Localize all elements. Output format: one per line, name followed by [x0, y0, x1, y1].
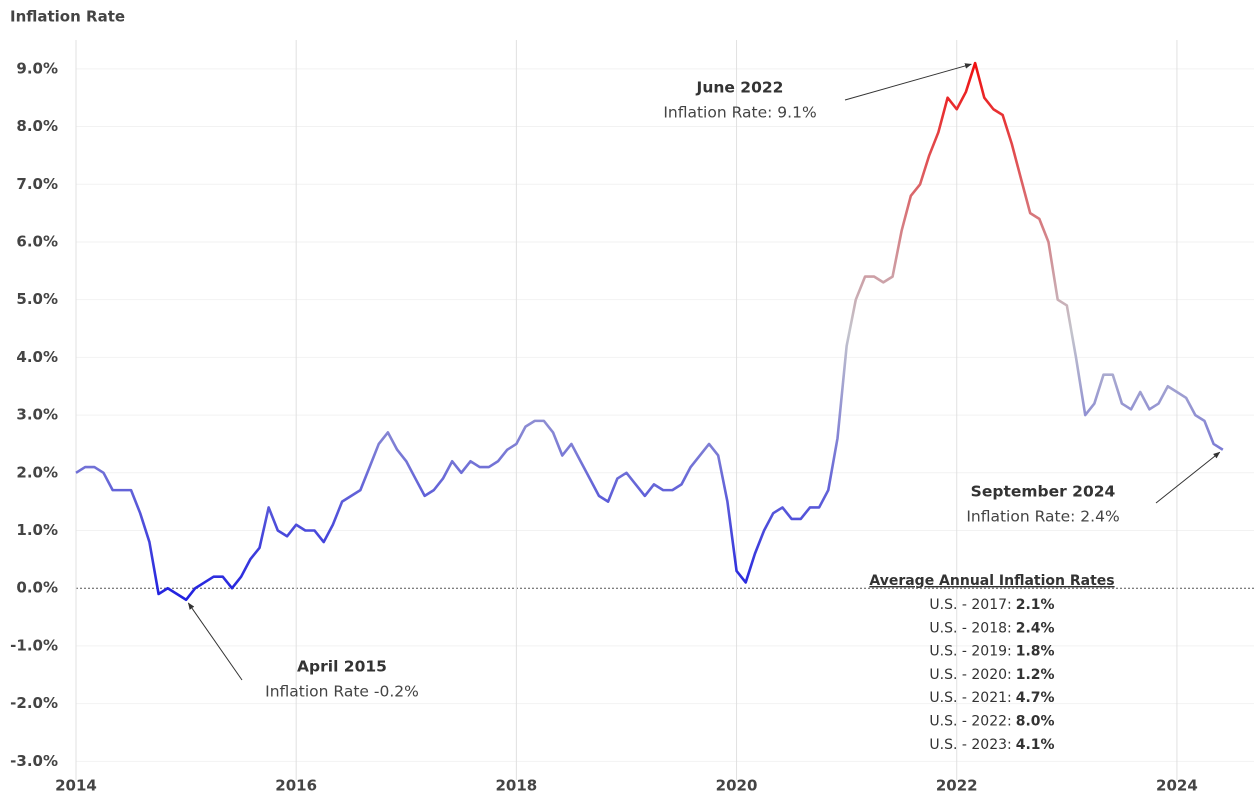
annotation-arrow [187, 602, 243, 681]
x-tick-label: 2014 [55, 777, 97, 795]
annotation-arrow [844, 63, 972, 101]
x-tick-label: 2016 [275, 777, 317, 795]
summary-row: U.S. - 2017: 2.1% [929, 597, 1054, 613]
y-tick-label: 5.0% [16, 290, 58, 308]
y-tick-label: 8.0% [16, 117, 58, 135]
summary-value: 2.1% [1016, 597, 1055, 613]
summary-row: U.S. - 2019: 1.8% [929, 644, 1054, 660]
summary-label: U.S. - 2018: [929, 620, 1011, 636]
y-tick-label: 0.0% [16, 579, 58, 597]
summary-label: U.S. - 2022: [929, 714, 1011, 730]
y-tick-label: 4.0% [16, 348, 58, 366]
summary-label: U.S. - 2017: [929, 597, 1011, 613]
summary-label: U.S. - 2020: [929, 667, 1011, 683]
summary-value: 4.7% [1016, 690, 1055, 706]
x-tick-label: 2020 [716, 777, 758, 795]
summary-label: U.S. - 2023: [929, 737, 1011, 753]
y-tick-label: 9.0% [16, 59, 58, 77]
y-tick-label: 2.0% [16, 463, 58, 481]
y-axis-title: Inflation Rate [10, 8, 125, 26]
y-tick-label: -3.0% [10, 752, 58, 770]
summary-label: U.S. - 2019: [929, 644, 1011, 660]
annotation-text: Inflation Rate: 9.1% [663, 104, 816, 122]
annotation-title: April 2015 [297, 658, 387, 676]
annotation-title: September 2024 [971, 483, 1116, 501]
annotation-arrow [1155, 451, 1221, 504]
summary-row: U.S. - 2021: 4.7% [929, 690, 1054, 706]
summary-row: U.S. - 2022: 8.0% [929, 714, 1054, 730]
y-tick-label: -1.0% [10, 636, 58, 654]
y-tick-label: -2.0% [10, 694, 58, 712]
inflation-line [75, 61, 1224, 602]
summary-value: 2.4% [1016, 620, 1055, 636]
x-tick-label: 2022 [936, 777, 978, 795]
y-tick-label: 1.0% [16, 521, 58, 539]
summary-row: U.S. - 2020: 1.2% [929, 667, 1054, 683]
x-tick-label: 2024 [1156, 777, 1198, 795]
annotation-text: Inflation Rate -0.2% [265, 683, 419, 701]
summary-value: 1.2% [1016, 667, 1055, 683]
summary-title: Average Annual Inflation Rates [869, 573, 1114, 589]
annotation-text: Inflation Rate: 2.4% [966, 508, 1119, 526]
annotation-title: June 2022 [696, 79, 784, 97]
summary-row: U.S. - 2018: 2.4% [929, 620, 1054, 636]
y-tick-label: 7.0% [16, 175, 58, 193]
summary-row: U.S. - 2023: 4.1% [929, 737, 1054, 753]
y-tick-label: 6.0% [16, 232, 58, 250]
y-tick-label: 3.0% [16, 406, 58, 424]
summary-value: 1.8% [1016, 644, 1055, 660]
summary-value: 4.1% [1016, 737, 1055, 753]
summary-label: U.S. - 2021: [929, 690, 1011, 706]
summary-value: 8.0% [1016, 714, 1055, 730]
x-tick-label: 2018 [495, 777, 537, 795]
